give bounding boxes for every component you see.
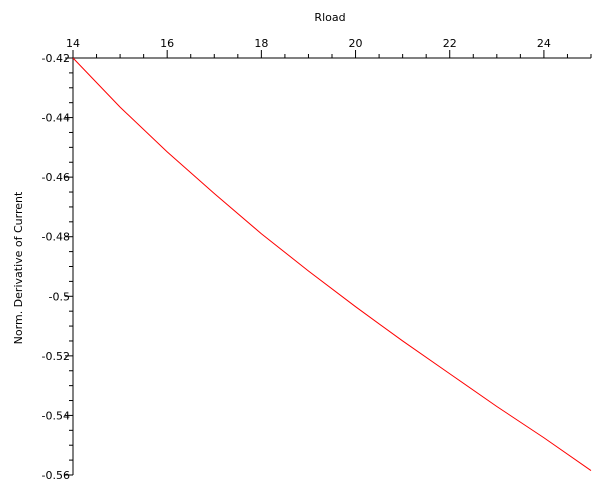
y-tick-label: -0.42 [42,52,70,65]
y-axis-label: Norm. Derivative of Current [12,191,25,344]
x-tick-label: 20 [349,37,363,50]
y-tick-label: -0.5 [49,290,70,303]
series-group [72,57,592,471]
y-tick-label: -0.56 [42,469,70,482]
series-line [72,57,592,471]
y-tick-label: -0.46 [42,171,70,184]
x-ticks: 14 16 18 20 22 24 [66,37,592,58]
y-tick-label: -0.54 [42,409,70,422]
x-tick-label: 14 [66,37,80,50]
y-tick-label: -0.52 [42,350,70,363]
y-tick-label: -0.48 [42,231,70,244]
x-tick-label: 22 [443,37,457,50]
x-tick-label: 18 [254,37,268,50]
y-tick-label: -0.44 [42,112,70,125]
x-tick-label: 24 [537,37,551,50]
x-tick-label: 16 [160,37,174,50]
y-ticks: -0.42 -0.44 -0.46 -0.48 -0.5 -0.52 -0.54 -0.56 [42,52,73,482]
x-axis-label: Rload [314,11,345,24]
